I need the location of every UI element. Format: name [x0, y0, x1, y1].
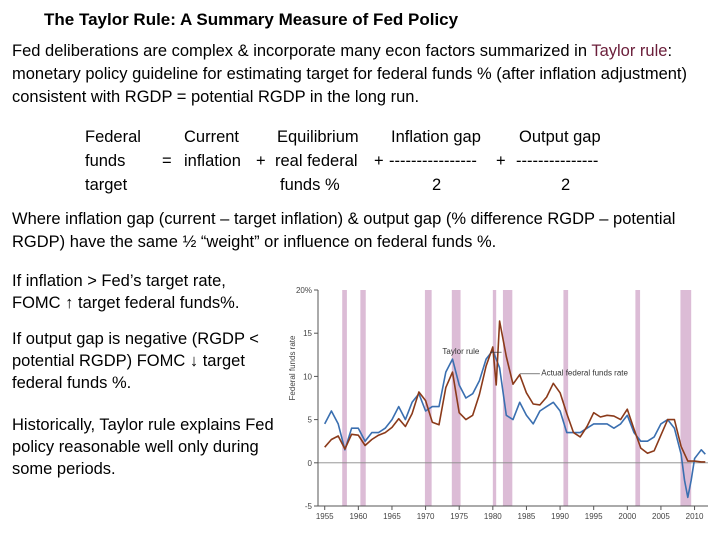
y-tick-label: 0 — [308, 459, 313, 468]
formula-plus-3: + — [496, 152, 506, 170]
intro-text-before: Fed deliberations are complex & incorpor… — [12, 42, 592, 60]
x-tick-label: 1960 — [349, 512, 367, 521]
x-tick-label: 1975 — [450, 512, 468, 521]
y-tick-label: 10 — [303, 372, 312, 381]
taylor-rule-term: Taylor rule — [591, 42, 668, 60]
explanation-paragraph: Where inflation gap (current – target in… — [12, 210, 676, 251]
formula-term1-line1: Current — [184, 128, 240, 146]
recession-band — [502, 290, 513, 506]
formula-plus-2: + — [374, 152, 384, 170]
formula-term3-fraction-bar: ---------------- — [389, 152, 477, 170]
intro-text-after: : monetary policy guideline for estimati… — [12, 42, 688, 106]
formula-term1-line2: inflation — [184, 152, 241, 170]
recession-band — [342, 290, 347, 506]
formula-term4-denominator: 2 — [561, 176, 571, 194]
taylor-rule-line — [323, 349, 706, 499]
annotation-taylor-rule: Taylor rule — [442, 347, 479, 356]
y-tick-label: 15 — [303, 329, 312, 338]
formula-term2-line2: real federal — [275, 152, 358, 170]
formula-term4-numerator: Output gap — [519, 128, 601, 146]
formula-equals: = — [162, 152, 172, 170]
formula-plus-1: + — [256, 152, 266, 170]
y-tick-label: 5 — [308, 416, 313, 425]
annotation-actual-rate: Actual federal funds rate — [541, 369, 628, 378]
x-tick-label: 1985 — [518, 512, 536, 521]
formula-lhs-line3: target — [85, 176, 128, 194]
y-tick-label: -5 — [305, 502, 313, 511]
formula-term2-line3: funds % — [280, 176, 340, 194]
x-tick-label: 2005 — [652, 512, 670, 521]
formula-term2-line1: Equilibrium — [277, 128, 359, 146]
x-tick-label: 1955 — [316, 512, 334, 521]
actual-funds-rate-line — [324, 320, 706, 463]
x-tick-label: 1995 — [585, 512, 603, 521]
recession-band — [360, 290, 366, 506]
recession-band — [563, 290, 569, 506]
intro-paragraph: Fed deliberations are complex & incorpor… — [12, 40, 712, 109]
recession-band — [492, 290, 497, 506]
recession-band — [680, 290, 692, 506]
note-inflation: If inflation > Fed’s target rate, FOMC ↑… — [12, 272, 240, 312]
y-axis-label: Federal funds rate — [288, 335, 297, 400]
y-tick-label: 20% — [296, 286, 312, 295]
formula-term4-fraction-bar: --------------- — [516, 152, 599, 170]
recession-band — [635, 290, 641, 506]
formula-term3-numerator: Inflation gap — [391, 128, 481, 146]
x-tick-label: 2000 — [618, 512, 636, 521]
x-tick-label: 1990 — [551, 512, 569, 521]
formula-lhs-line1: Federal — [85, 128, 141, 146]
note-historical: Historically, Taylor rule explains Fed p… — [12, 416, 274, 478]
x-tick-label: 1965 — [383, 512, 401, 521]
formula-term3-denominator: 2 — [432, 176, 442, 194]
recession-band — [424, 290, 432, 506]
taylor-rule-formula: Federal funds target = Current inflation… — [0, 125, 720, 197]
x-tick-label: 1980 — [484, 512, 502, 521]
x-tick-label: 2010 — [686, 512, 704, 521]
x-tick-label: 1970 — [417, 512, 435, 521]
note-output-gap: If output gap is negative (RGDP < potent… — [12, 330, 259, 392]
formula-lhs-line2: funds — [85, 152, 126, 170]
slide-title: The Taylor Rule: A Summary Measure of Fe… — [44, 10, 459, 29]
